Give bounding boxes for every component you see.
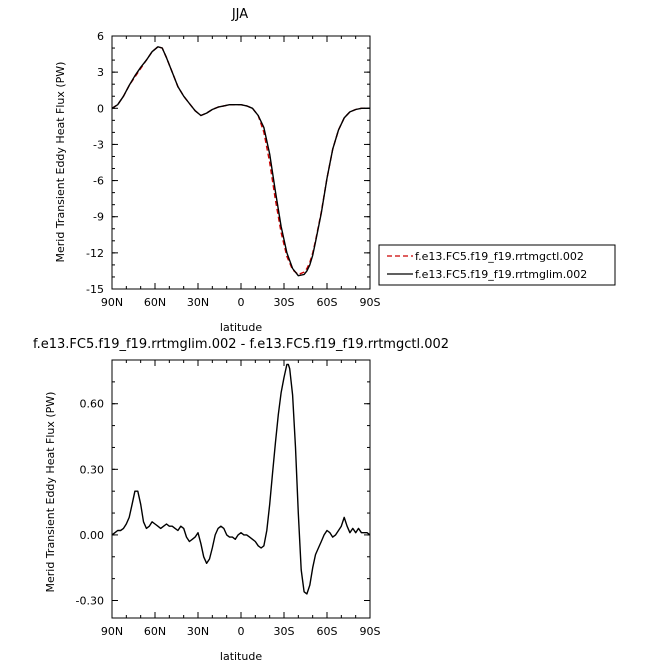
legend-box (378, 244, 616, 286)
legend-label-lim: f.e13.FC5.f19_f19.rrtmglim.002 (415, 268, 587, 281)
x-tick-label: 60S (317, 296, 338, 309)
chart-top-ticks: 90N 60N 30N 0 30S 60S 90S 6 3 0 -3 -6 -9 -12 -15 (86, 30, 380, 309)
chart-bottom-ticks: 90N 60N 30N 0 30S 60S 90S 0.60 0.30 0.00 -0.30 (76, 359, 381, 638)
y-tick-label: 0 (97, 102, 104, 115)
chart-top-xlabel: latitude (220, 321, 262, 334)
x-tick-label: 60N (144, 296, 166, 309)
x-tick-label: 30N (187, 296, 209, 309)
y-tick-label: 6 (97, 30, 104, 43)
chart-bottom: f.e13.FC5.f19_f19.rrtmglim.002 - f.e13.F… (33, 337, 449, 663)
x-tick-label: 0 (238, 296, 245, 309)
chart-bottom-xlabel: latitude (220, 650, 262, 663)
series-line-0-0 (111, 46, 370, 276)
chart-bottom-frame (111, 359, 371, 619)
x-tick-label: 90N (101, 296, 123, 309)
chart-bottom-marks (111, 363, 371, 595)
series-line-1-0 (111, 363, 371, 595)
x-tick-label: 90S (360, 296, 381, 309)
chart-top-title: JJA (231, 7, 248, 22)
x-tick-label: 90N (101, 625, 123, 638)
y-tick-label: -6 (93, 175, 104, 188)
y-tick-label: -15 (86, 283, 104, 296)
series-line-0-1 (111, 46, 370, 277)
x-tick-label: 30S (274, 625, 295, 638)
y-tick-label: 0.30 (80, 463, 105, 476)
chart-top-marks (111, 46, 370, 277)
x-tick-label: 60S (317, 625, 338, 638)
chart-bottom-title: f.e13.FC5.f19_f19.rrtmglim.002 - f.e13.F… (33, 337, 449, 352)
y-tick-label: -3 (93, 138, 104, 151)
chart-top-frame (111, 35, 371, 290)
x-tick-label: 30N (187, 625, 209, 638)
x-tick-label: 60N (144, 625, 166, 638)
y-tick-label: 0.00 (80, 529, 105, 542)
y-tick-label: -9 (93, 211, 104, 224)
y-tick-label: -0.30 (76, 595, 104, 608)
x-tick-label: 30S (274, 296, 295, 309)
legend: f.e13.FC5.f19_f19.rrtmgctl.002 f.e13.FC5… (378, 244, 616, 286)
x-tick-label: 0 (238, 625, 245, 638)
chart-top: JJA 90N 60N 30N 0 30S 60S 90S 6 3 0 -3 -6 -9 -12 -15 M… (54, 7, 616, 334)
legend-label-ctl: f.e13.FC5.f19_f19.rrtmgctl.002 (415, 250, 584, 263)
y-tick-label: -12 (86, 247, 104, 260)
x-tick-label: 90S (360, 625, 381, 638)
y-tick-label: 0.60 (80, 398, 105, 411)
chart-top-ylabel: Merid Transient Eddy Heat Flux (PW) (54, 62, 67, 263)
y-tick-label: 3 (97, 66, 104, 79)
chart-bottom-ylabel: Merid Transient Eddy Heat Flux (PW) (44, 392, 57, 593)
